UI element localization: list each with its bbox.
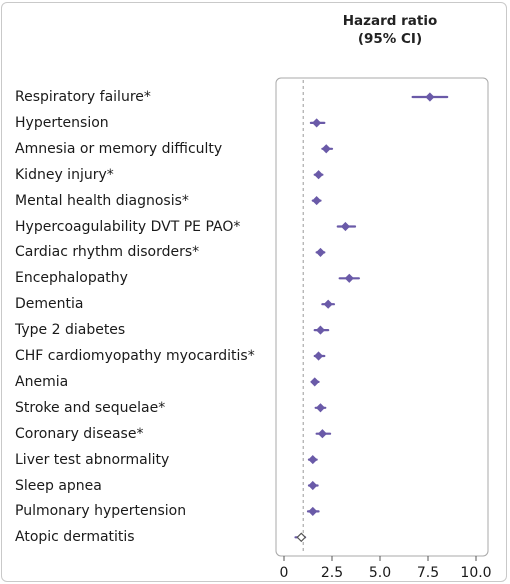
- row-label: Respiratory failure*: [15, 89, 151, 105]
- row-label: Stroke and sequelae*: [15, 399, 166, 416]
- header-line-2: (95% CI): [357, 31, 423, 47]
- row-label: Encephalopathy: [15, 270, 128, 287]
- row-label: Kidney injury*: [15, 166, 114, 183]
- row-label: Mental health diagnosis*: [15, 192, 189, 209]
- hazard-ratio-marker: [315, 403, 326, 413]
- hazard-ratio-marker: [321, 144, 331, 154]
- hazard-ratio-marker: [340, 221, 351, 232]
- plot-panel: [275, 77, 489, 557]
- row-label: Coronary disease*: [15, 425, 144, 442]
- header-line-1: Hazard ratio: [342, 13, 438, 29]
- hazard-ratio-marker: [308, 480, 318, 491]
- row-label: CHF cardiomyopathy myocarditis*: [15, 348, 255, 364]
- row-label: Hypercoagulability DVT PE PAO*: [15, 218, 241, 235]
- hazard-ratio-marker: [323, 299, 333, 309]
- hazard-ratio-marker: [308, 455, 318, 465]
- hazard-ratio-marker: [312, 118, 322, 128]
- x-tick-label: 2.5: [321, 565, 343, 581]
- row-label: Cardiac rhythm disorders*: [15, 244, 200, 261]
- row-label: Atopic dermatitis: [15, 529, 135, 546]
- hazard-ratio-marker: [308, 506, 318, 516]
- hazard-ratio-marker: [313, 351, 324, 361]
- hazard-ratio-marker: [315, 247, 326, 257]
- hazard-ratio-marker: [344, 273, 354, 283]
- row-label: Type 2 diabetes: [15, 322, 126, 339]
- x-tick-label: 10.0: [460, 565, 491, 581]
- hazard-ratio-marker: [296, 532, 307, 543]
- row-label: Amnesia or memory difficulty: [15, 140, 223, 157]
- hazard-ratio-marker: [425, 92, 435, 102]
- x-tick-label: 5.0: [369, 565, 391, 581]
- x-tick-label: 0: [280, 565, 289, 581]
- row-label: Liver test abnormality: [15, 451, 170, 468]
- row-label: Pulmonary hypertension: [15, 503, 187, 520]
- row-label: Hypertension: [15, 114, 109, 131]
- hazard-ratio-header: Hazard ratio (95% CI): [270, 12, 510, 48]
- hazard-ratio-marker: [313, 170, 324, 180]
- hazard-ratio-marker: [317, 429, 327, 439]
- hazard-ratio-marker: [315, 325, 326, 335]
- row-label: Dementia: [15, 296, 84, 313]
- row-label: Sleep apnea: [15, 477, 102, 494]
- row-label: Anemia: [15, 373, 69, 390]
- hazard-ratio-marker: [312, 196, 322, 206]
- hazard-ratio-marker: [310, 377, 320, 387]
- x-tick-label: 7.5: [417, 565, 439, 581]
